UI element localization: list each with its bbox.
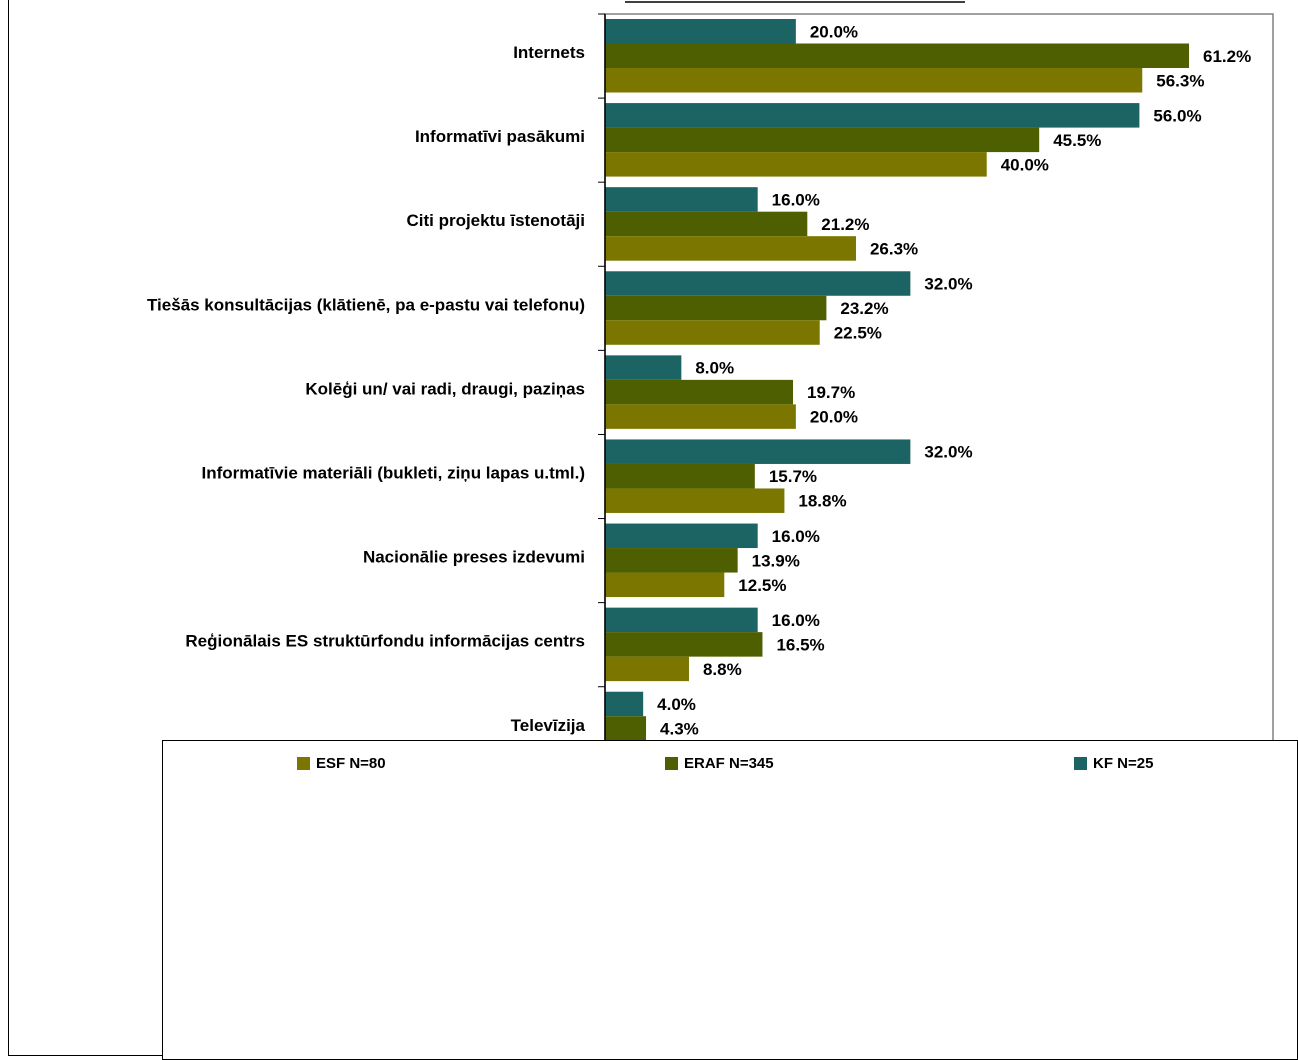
data-label: 16.0% — [772, 611, 820, 630]
legend-label-kf: KF N=25 — [1093, 755, 1154, 772]
data-label: 8.0% — [695, 359, 734, 378]
category-label: Internets — [513, 43, 585, 62]
data-label: 56.3% — [1156, 71, 1204, 90]
data-label: 20.0% — [810, 22, 858, 41]
data-label: 45.5% — [1053, 131, 1101, 150]
data-label: 16.0% — [772, 190, 820, 209]
bar — [605, 463, 755, 489]
data-label: 32.0% — [924, 275, 972, 294]
data-label: 20.0% — [810, 408, 858, 427]
category-label: Televīzija — [511, 716, 586, 735]
category-label: Nacionālie preses izdevumi — [363, 548, 585, 567]
bar — [605, 127, 1040, 153]
category-label: Kolēģi un/ vai radi, draugi, paziņas — [305, 379, 585, 398]
category-label: Tiešās konsultācijas (klātienē, pa e-pas… — [147, 295, 585, 314]
data-label: 4.0% — [657, 695, 696, 714]
bar — [605, 632, 763, 657]
data-label: 56.0% — [1153, 106, 1201, 125]
bar — [605, 439, 911, 464]
bar — [605, 379, 793, 405]
legend-swatch-kf — [1074, 757, 1087, 770]
bar — [605, 103, 1140, 128]
bar — [605, 43, 1190, 68]
data-label: 40.0% — [1001, 155, 1049, 174]
category-labels-layer: Internets Informatīvi pasākumi Citi projek… — [147, 43, 586, 903]
bar — [605, 211, 808, 237]
data-label: 23.2% — [840, 299, 888, 318]
bar — [605, 656, 689, 682]
data-label: 4.3% — [660, 719, 699, 738]
bar — [605, 68, 1143, 93]
data-label: 12.5% — [738, 576, 786, 595]
data-label: 26.3% — [870, 239, 918, 258]
bar — [605, 295, 827, 321]
data-label: 8.8% — [703, 660, 742, 679]
legend-swatch-esf — [297, 757, 310, 770]
bar — [605, 548, 738, 573]
bar — [605, 523, 758, 549]
bar — [605, 152, 987, 177]
data-label: 16.5% — [776, 635, 824, 654]
data-label: 61.2% — [1203, 47, 1251, 66]
legend-item-kf: KF N=25 — [1074, 755, 1153, 772]
category-label: Reģionālais ES struktūrfondu informācija… — [185, 632, 585, 651]
bar — [605, 236, 856, 261]
bar — [605, 716, 647, 741]
bar — [605, 320, 820, 345]
data-label: 19.7% — [807, 383, 855, 402]
bar — [605, 691, 644, 717]
legend-item-eraf: ERAF N=345 — [665, 755, 774, 772]
category-label: Informatīvie materiāli (bukleti, ziņu la… — [201, 464, 585, 483]
bar — [605, 355, 682, 380]
legend: ESF N=80 ERAF N=345 KF N=25 — [162, 740, 1298, 1060]
bars-layer — [605, 19, 1190, 934]
data-label: 18.8% — [798, 492, 846, 511]
data-label: 22.5% — [834, 324, 882, 343]
bar — [605, 572, 725, 598]
bar — [605, 19, 796, 44]
bar — [605, 271, 911, 296]
legend-swatch-eraf — [665, 757, 678, 770]
data-label: 32.0% — [924, 443, 972, 462]
data-label: 16.0% — [772, 527, 820, 546]
bar — [605, 404, 796, 429]
category-label: Informatīvi pasākumi — [415, 127, 585, 146]
legend-item-esf: ESF N=80 — [297, 755, 386, 772]
bar — [605, 187, 758, 212]
bar — [605, 607, 758, 633]
data-label: 15.7% — [769, 467, 817, 486]
bar — [605, 488, 785, 513]
data-label: 21.2% — [821, 215, 869, 234]
legend-label-eraf: ERAF N=345 — [684, 755, 774, 772]
legend-label-esf: ESF N=80 — [316, 755, 386, 772]
category-label: Citi projektu īstenotāji — [406, 211, 585, 230]
data-label: 13.9% — [752, 551, 800, 570]
